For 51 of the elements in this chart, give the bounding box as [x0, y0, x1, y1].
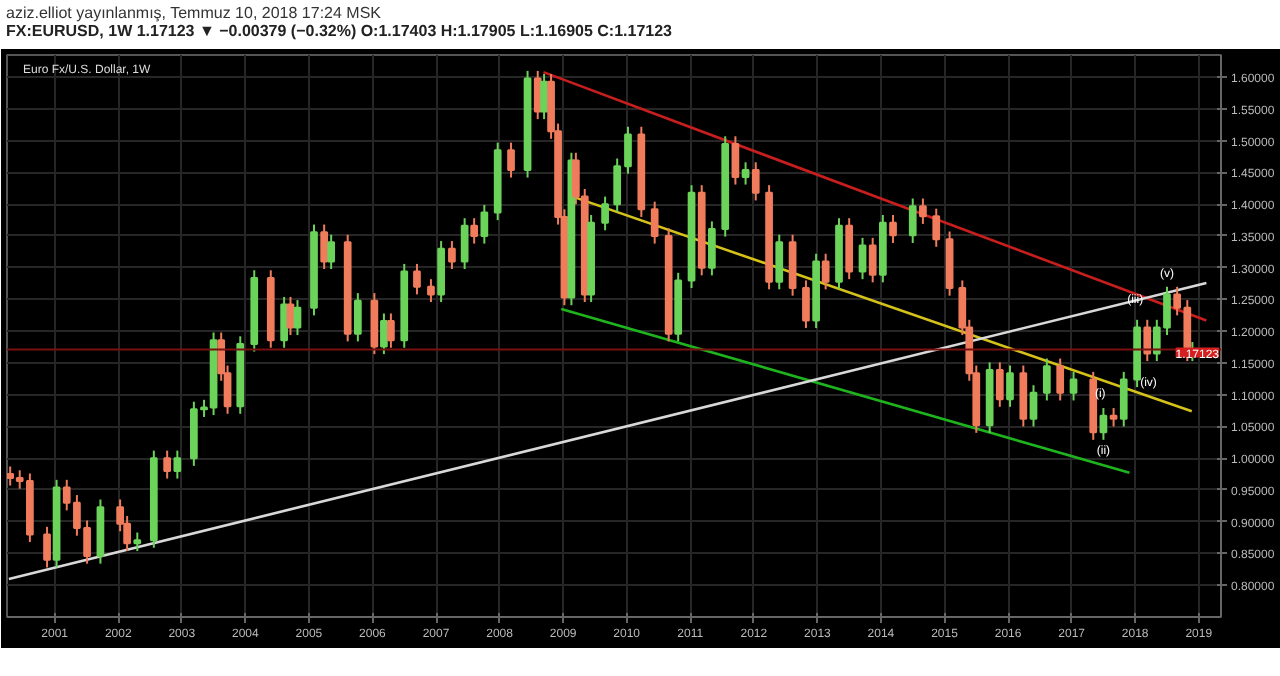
- candlestick: [821, 252, 830, 291]
- candlestick: [1029, 384, 1038, 428]
- candlestick: [320, 223, 329, 270]
- candlestick: [507, 141, 515, 179]
- candlestick: [788, 233, 797, 297]
- candlestick: [650, 200, 659, 245]
- candlestick: [1119, 370, 1128, 428]
- candlestick: [1019, 364, 1028, 428]
- candlestick: [908, 197, 917, 244]
- candlestick: [1109, 407, 1118, 428]
- candlestick: [1099, 407, 1108, 441]
- candlestick: [932, 207, 941, 248]
- candlestick: [448, 240, 456, 270]
- candlestick: [380, 312, 388, 356]
- candlestick: [802, 279, 810, 330]
- candlestick: [708, 220, 716, 277]
- candlestick: [280, 295, 288, 349]
- candlestick: [387, 312, 395, 349]
- candlestick: [1042, 357, 1051, 402]
- candlestick: [173, 449, 182, 480]
- candlestick: [868, 236, 877, 284]
- candlestick: [427, 278, 435, 304]
- candlestick: [731, 135, 740, 186]
- candlestick: [327, 233, 336, 270]
- candlestick: [43, 525, 51, 569]
- candlestick: [413, 262, 421, 296]
- candlestick: [163, 449, 172, 480]
- candlestick: [751, 161, 760, 202]
- candlestick: [1069, 370, 1078, 402]
- candlestick: [1006, 364, 1014, 408]
- candlestick: [741, 161, 750, 186]
- chart-subtitle: FX:EURUSD, 1W 1.17123 ▼ −0.00379 (−0.32%) O:1.17403 H:1.17905 L:1.16905 C:1.17123: [6, 22, 672, 40]
- candlestick: [470, 217, 479, 245]
- candlestick: [353, 292, 362, 343]
- candlestick: [293, 299, 302, 337]
- candlestick: [775, 233, 784, 291]
- candlestick: [437, 240, 445, 304]
- candlestick: [460, 217, 469, 270]
- candlestick: [1143, 318, 1152, 363]
- candlestick: [133, 531, 142, 552]
- candlestick: [540, 73, 548, 121]
- candlestick: [858, 236, 867, 281]
- candlestick: [1056, 357, 1065, 402]
- candlestick: [601, 195, 609, 232]
- candlestick: [995, 361, 1004, 408]
- candlestick: [889, 214, 897, 244]
- candlestick: [919, 197, 927, 225]
- chart-title: aziz.elliot yayınlanmış, Temmuz 10, 2018 17:24 MSK: [6, 4, 383, 22]
- candlestick: [845, 217, 854, 281]
- candlestick: [480, 203, 489, 245]
- candlestick: [370, 292, 379, 356]
